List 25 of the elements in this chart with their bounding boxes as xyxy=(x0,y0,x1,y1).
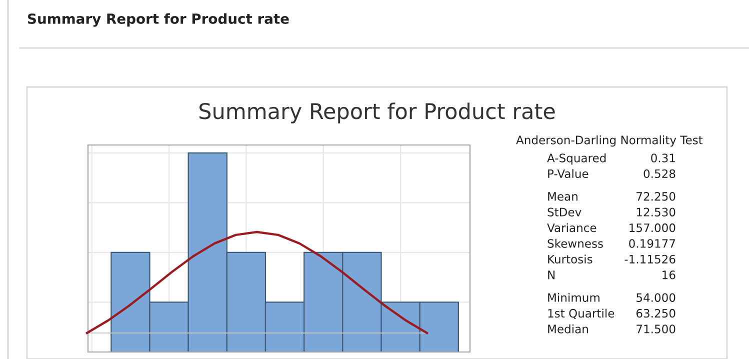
text: P-Value xyxy=(548,169,588,178)
text: 16 xyxy=(662,270,676,280)
text: Median xyxy=(548,324,588,334)
text: N xyxy=(548,270,554,280)
chart-title: Summary Report for Product rate xyxy=(200,102,555,124)
text: -1.11526 xyxy=(624,254,676,264)
text: 12.530 xyxy=(636,208,676,216)
text: Mean xyxy=(548,192,578,201)
text: Summary Report for Product rate xyxy=(28,13,289,27)
text: 63.250 xyxy=(636,308,676,318)
text: 0.528 xyxy=(644,169,676,178)
text: 71.500 xyxy=(636,324,676,334)
text: 157.000 xyxy=(630,223,676,232)
text: Minimum xyxy=(548,293,600,302)
text: Variance xyxy=(547,223,596,232)
text: Skewness xyxy=(548,238,603,248)
text: StDev xyxy=(548,208,582,216)
text: 0.19177 xyxy=(629,239,676,248)
text: 1st Quartile xyxy=(548,308,614,319)
text: Anderson-Darling Normality Test xyxy=(516,135,703,147)
text: A-Squared xyxy=(547,153,606,165)
text: 0.31 xyxy=(651,154,675,162)
text: 72.250 xyxy=(636,192,676,201)
text: 54.000 xyxy=(636,293,676,302)
text: Kurtosis xyxy=(548,254,592,264)
